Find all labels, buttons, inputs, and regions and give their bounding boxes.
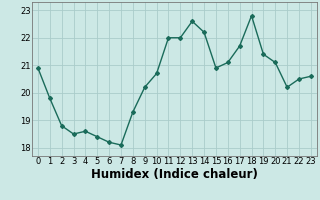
- X-axis label: Humidex (Indice chaleur): Humidex (Indice chaleur): [91, 168, 258, 181]
